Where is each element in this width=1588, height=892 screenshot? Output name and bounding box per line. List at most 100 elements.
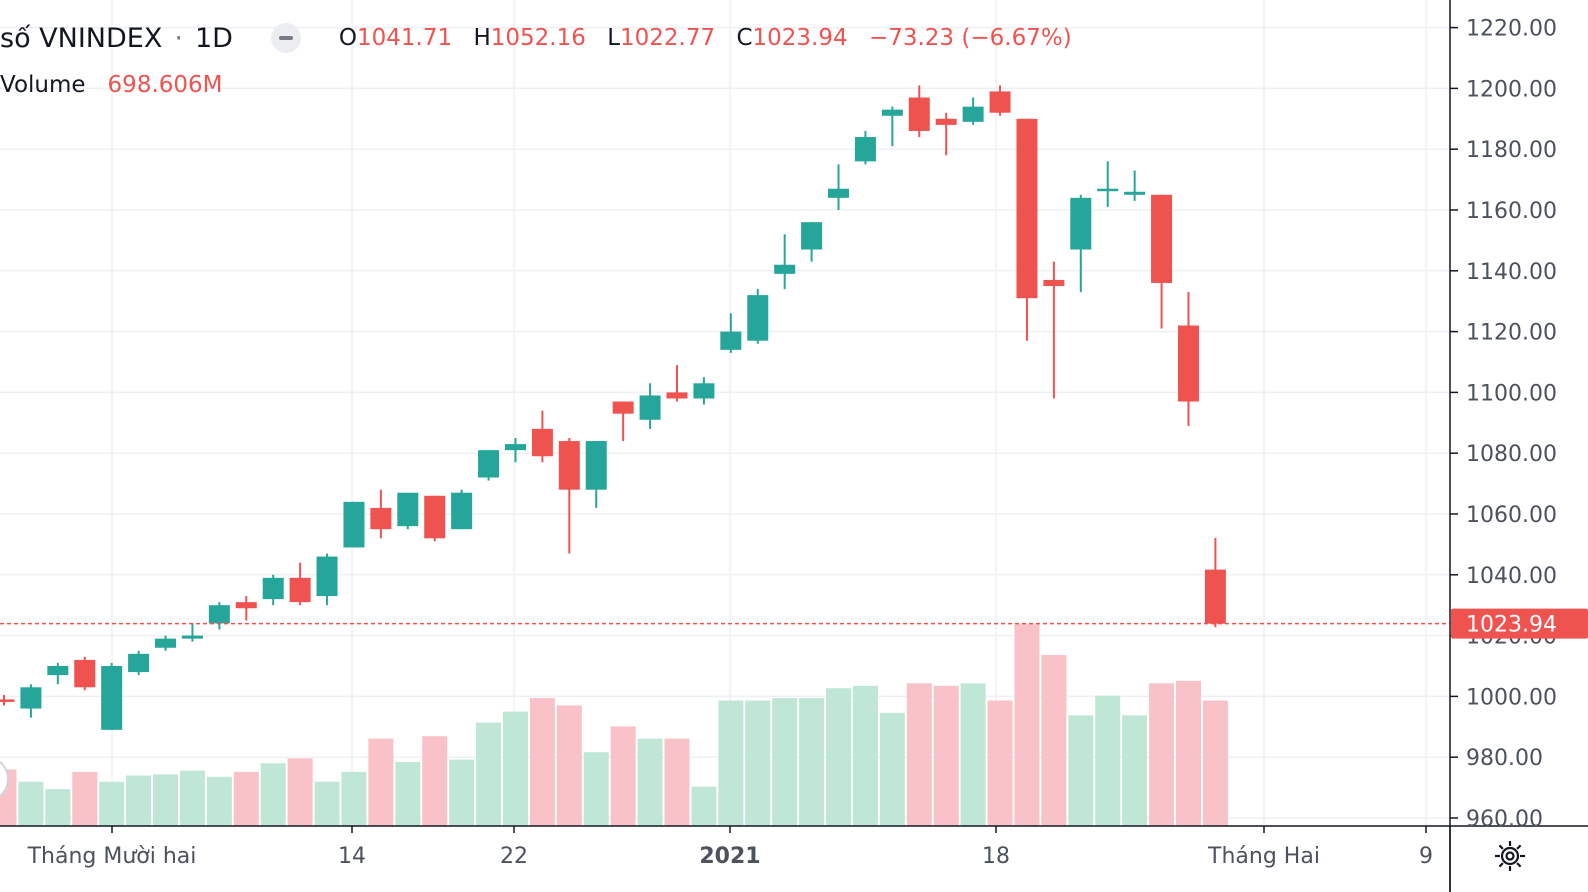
low-label: L [607,25,621,51]
legend-volume: Volume 698.606M [0,68,223,102]
collapse-legend-button[interactable] [270,23,301,53]
y-tick-label: 960.00 [1466,807,1543,832]
volume-bar [314,781,340,826]
candle [235,596,257,621]
y-tick-label: 1180.00 [1466,138,1557,163]
close-label: C [736,25,753,51]
volume-bar [1202,700,1228,826]
high-label: H [473,25,491,51]
candle [343,501,365,548]
high-value: 1052.16 [490,25,586,51]
volume-bar [1175,680,1201,826]
candle [1070,194,1092,293]
volume-label[interactable]: Volume [0,72,86,98]
x-tick-label: Tháng Mười hai [27,844,197,869]
candle [1097,161,1119,207]
close-value: 1023.94 [752,25,848,51]
interval-label[interactable]: 1D [194,22,233,54]
candle [828,164,850,210]
volume-bar [745,700,771,826]
change-value: −73.23 (−6.67%) [868,25,1072,51]
candle [854,130,876,165]
volume-bar [1041,655,1067,826]
volume-bar [1149,683,1175,826]
volume-bar [422,736,448,826]
candle-body [801,222,823,250]
candle [693,377,715,405]
candle-body [989,91,1011,113]
candle-body [1043,279,1065,286]
candle [1177,292,1199,426]
volume-bar [153,774,179,826]
symbol-name[interactable]: số VNINDEX [0,22,163,54]
time-axis[interactable]: Tháng Mười hai 14 22 2021 18 Tháng Hai 9 [27,826,1433,869]
price-axis[interactable]: 960.00980.001000.001020.001040.001060.00… [1450,17,1557,832]
candle-body [397,492,419,527]
candle-body [208,605,230,624]
candle [1151,194,1173,329]
candle-body [639,395,661,420]
candle-body [20,687,42,709]
scroll-handle[interactable] [0,757,9,801]
legend-main: số VNINDEX · 1D O1041.71 H1052.16 L1022.… [0,18,1086,58]
candle [478,450,500,481]
candle [612,401,634,442]
candle-body [289,577,311,603]
candle-body [155,638,177,648]
candle [262,574,284,606]
candle [208,602,230,630]
candle-body [74,659,96,688]
candle-body [558,441,580,490]
candle [128,650,150,676]
candle-body [854,137,876,162]
volume-bar [772,698,798,826]
candle [20,684,42,718]
candle [585,441,607,508]
candle-body [747,295,769,341]
candle-body [235,602,257,609]
volume-bar [826,688,852,826]
volume-bar [906,683,932,826]
candle [74,656,96,691]
low-value: 1022.77 [620,25,716,51]
last-price-tag: 1023.94 [1451,608,1588,639]
candle-body [101,666,123,730]
settings-gear-icon[interactable] [1492,838,1528,874]
candle [774,234,796,290]
volume-bar [933,685,959,826]
y-tick-label: 1060.00 [1466,503,1557,528]
volume-bar [260,763,286,826]
candle [720,313,742,353]
volume-bar [287,758,313,826]
candle [881,106,903,147]
candle-body [962,106,984,122]
candlesticks [0,85,1226,730]
ohlc-values: O1041.71 H1052.16 L1022.77 C1023.94 −73.… [339,25,1086,51]
y-tick-label: 1220.00 [1466,17,1557,42]
legend-separator: · [174,22,183,54]
candle [666,365,688,402]
volume-bar [960,683,986,826]
candle-body [585,441,607,490]
volume-bar [1095,695,1121,826]
volume-bar [1122,715,1148,826]
volume-bar [879,712,905,826]
candle-body [1177,325,1199,402]
open-label: O [338,25,358,51]
y-tick-label: 1120.00 [1466,321,1557,346]
candle-body [1070,197,1092,250]
candle-body [47,666,69,676]
candle [181,623,203,642]
candle [1016,118,1038,341]
grid-lines [0,0,1450,826]
volume-bar [529,698,555,826]
candle-body [181,635,203,639]
volume-bar [179,770,205,826]
volume-bar [610,726,636,826]
candle-body [424,495,446,539]
candle [504,438,526,463]
volume-bar [126,775,152,826]
x-tick-label: 18 [982,844,1010,869]
x-tick-label: 9 [1419,844,1433,869]
